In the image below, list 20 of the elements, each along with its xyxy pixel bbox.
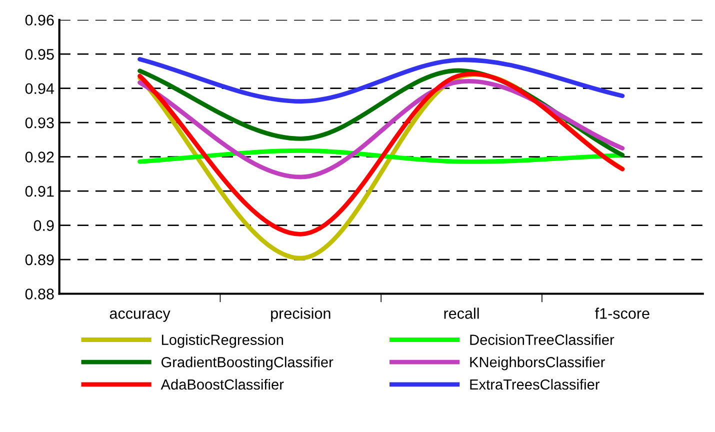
legend-label: DecisionTreeClassifier bbox=[470, 334, 614, 345]
y-tick-label: 0.91 bbox=[25, 186, 54, 197]
line-series bbox=[138, 57, 625, 104]
y-tick-label: 0.9 bbox=[34, 220, 54, 231]
y-tick-label: 0.96 bbox=[25, 14, 54, 26]
y-tick-label: 0.92 bbox=[25, 152, 54, 162]
legend-label: ExtraTreesClassifier bbox=[470, 378, 600, 390]
legend-label: GradientBoostingClassifier bbox=[162, 356, 334, 370]
legend-label: LogisticRegression bbox=[162, 334, 284, 348]
x-tick-label: accuracy bbox=[110, 310, 170, 322]
y-tick-label: 0.95 bbox=[25, 48, 54, 60]
legend-label: KNeighborsClassifier bbox=[470, 356, 605, 370]
legend-label: AdaBoostClassifier bbox=[160, 378, 284, 390]
x-tick-label: f1-score bbox=[595, 308, 650, 319]
y-tick-label: 0.89 bbox=[25, 254, 54, 266]
y-tick-label: 0.94 bbox=[25, 83, 54, 94]
y-tick-label: 0.93 bbox=[25, 117, 54, 128]
x-tick-label: precision bbox=[271, 308, 330, 322]
x-tick-label: recall bbox=[444, 308, 479, 319]
y-tick-label: 0.88 bbox=[25, 288, 54, 300]
